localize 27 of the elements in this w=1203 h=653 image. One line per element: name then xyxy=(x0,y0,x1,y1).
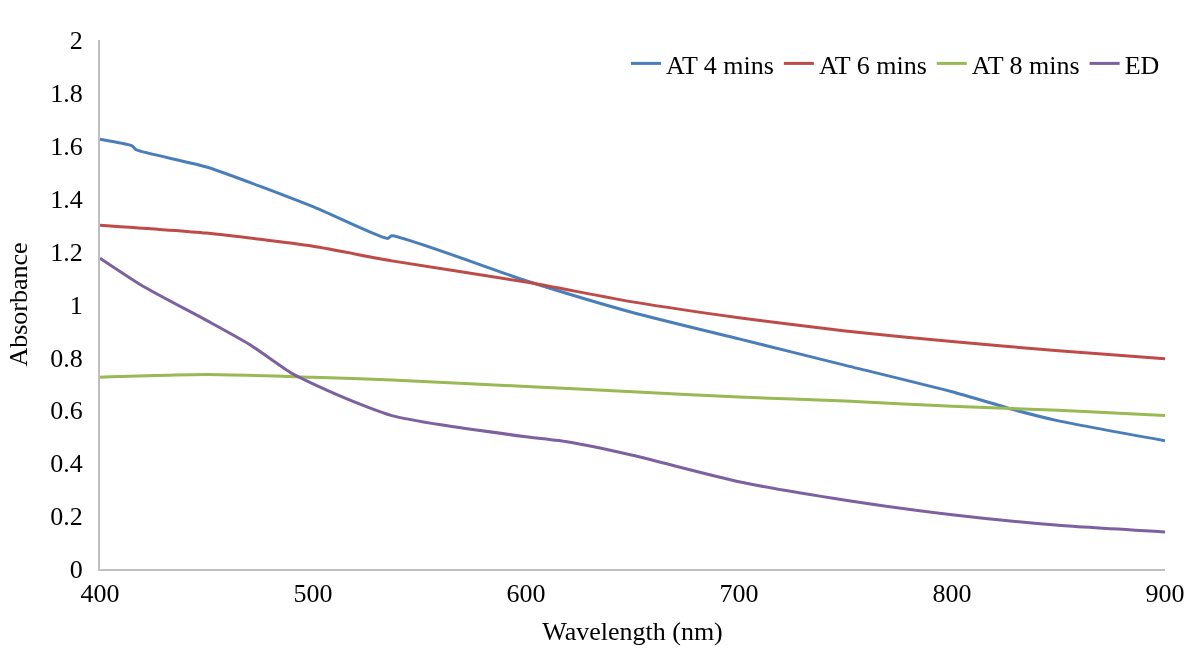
y-tick-label: 1 xyxy=(69,290,83,320)
y-tick-label: 1.6 xyxy=(50,131,83,161)
y-tick-label: 0.6 xyxy=(50,396,83,426)
legend-label: ED xyxy=(1124,50,1160,80)
x-tick-label: 500 xyxy=(293,579,333,609)
x-tick-label: 400 xyxy=(80,579,120,609)
y-tick-label: 1.4 xyxy=(50,184,83,214)
y-axis-title: Absorbance xyxy=(4,242,34,367)
y-tick-label: 0.2 xyxy=(50,502,83,532)
y-tick-label: 2 xyxy=(69,26,83,56)
line-series xyxy=(100,137,1165,443)
x-tick-label: 900 xyxy=(1145,579,1185,609)
x-tick-label: 800 xyxy=(932,579,972,609)
x-axis-title: Wavelength (nm) xyxy=(542,617,723,647)
line-series xyxy=(100,373,1165,418)
y-tick-label: 0.8 xyxy=(50,343,83,373)
y-tick-label: 0.4 xyxy=(50,449,83,479)
x-tick-label: 600 xyxy=(506,579,546,609)
legend-label: AT 6 mins xyxy=(818,50,927,80)
y-tick-label: 0 xyxy=(69,555,83,585)
line-series xyxy=(100,223,1165,361)
legend-label: AT 8 mins xyxy=(971,50,1080,80)
y-tick-label: 1.8 xyxy=(50,79,83,108)
y-tick-label: 1.2 xyxy=(50,237,83,267)
x-tick-label: 700 xyxy=(719,579,759,609)
legend-label: AT 4 mins xyxy=(666,50,774,80)
line-series xyxy=(100,256,1165,534)
